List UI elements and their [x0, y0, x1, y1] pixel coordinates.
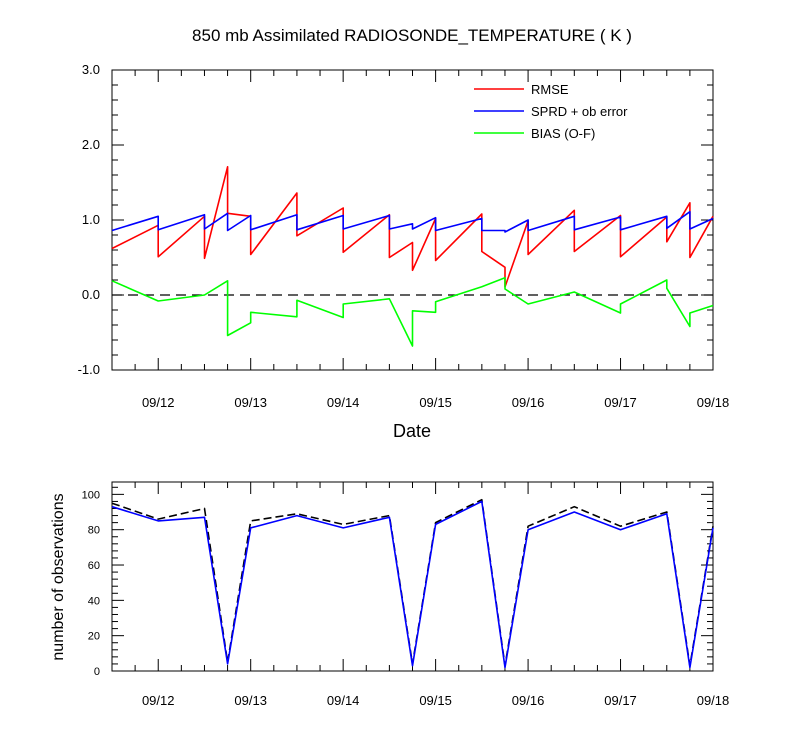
- top-x-tick-label: 09/17: [604, 395, 637, 410]
- bottom-series-line-solid: [111, 500, 714, 669]
- bottom-x-tick-label: 09/18: [697, 693, 730, 708]
- top-y-tick-labels: -1.0 0.0 1.0 2.0 3.0: [78, 62, 100, 377]
- legend-label-sprd: SPRD + ob error: [531, 104, 628, 119]
- top-series-lines: [111, 166, 714, 347]
- top-y-tick-label: -1.0: [78, 362, 100, 377]
- bottom-y-tick-label: 20: [88, 631, 100, 643]
- top-x-tick-label: 09/15: [419, 395, 452, 410]
- bottom-y-tick-label: 0: [94, 666, 100, 678]
- top-x-axis-label: Date: [393, 421, 431, 441]
- bottom-x-tick-label: 09/12: [142, 693, 175, 708]
- bottom-y-tick-label: 40: [88, 595, 100, 607]
- top-y-tick-label: 1.0: [82, 212, 100, 227]
- top-chart-title: 850 mb Assimilated RADIOSONDE_TEMPERATUR…: [192, 26, 632, 45]
- bottom-y-tick-labels: 0 20 40 60 80 100: [82, 489, 100, 678]
- bottom-y-axis-label: number of observations: [50, 493, 67, 660]
- top-series-line-rmse: [111, 166, 714, 288]
- top-series-line-bias-o-f: [111, 276, 714, 347]
- top-x-tick-labels: 09/12 09/13 09/14 09/15 09/16 09/17 09/18: [142, 395, 729, 410]
- bottom-x-tick-labels: 09/12 09/13 09/14 09/15 09/16 09/17 09/18: [142, 693, 729, 708]
- legend: RMSE SPRD + ob error BIAS (O-F): [474, 82, 628, 141]
- legend-label-bias: BIAS (O-F): [531, 126, 595, 141]
- top-chart: -1.00.01.02.03.0 09/12 09/13 09/14 09/15 09/…: [78, 62, 730, 441]
- legend-label-rmse: RMSE: [531, 82, 569, 97]
- top-x-tick-label: 09/16: [512, 395, 545, 410]
- top-series-line-sprd-ob-error: [111, 210, 714, 233]
- bottom-x-tick-label: 09/16: [512, 693, 545, 708]
- bottom-x-tick-label: 09/14: [327, 693, 360, 708]
- bottom-y-tick-label: 100: [82, 489, 100, 501]
- bottom-x-tick-label: 09/17: [604, 693, 637, 708]
- bottom-axis-ticks: [111, 482, 714, 672]
- bottom-plot-frame: [111, 481, 714, 672]
- bottom-series-lines: [111, 498, 714, 669]
- top-axis-ticks: [111, 69, 714, 371]
- bottom-x-tick-label: 09/13: [234, 693, 267, 708]
- top-y-tick-label: 2.0: [82, 137, 100, 152]
- bottom-y-tick-label: 60: [88, 560, 100, 572]
- top-x-tick-label: 09/18: [697, 395, 730, 410]
- bottom-y-tick-label: 80: [88, 525, 100, 537]
- top-x-tick-label: 09/14: [327, 395, 360, 410]
- top-x-tick-label: 09/12: [142, 395, 175, 410]
- bottom-x-tick-label: 09/15: [419, 693, 452, 708]
- bottom-series-line-dashed: [111, 498, 714, 667]
- top-y-tick-label: 0.0: [82, 287, 100, 302]
- top-x-tick-label: 09/13: [234, 395, 267, 410]
- top-y-tick-label: 3.0: [82, 62, 100, 77]
